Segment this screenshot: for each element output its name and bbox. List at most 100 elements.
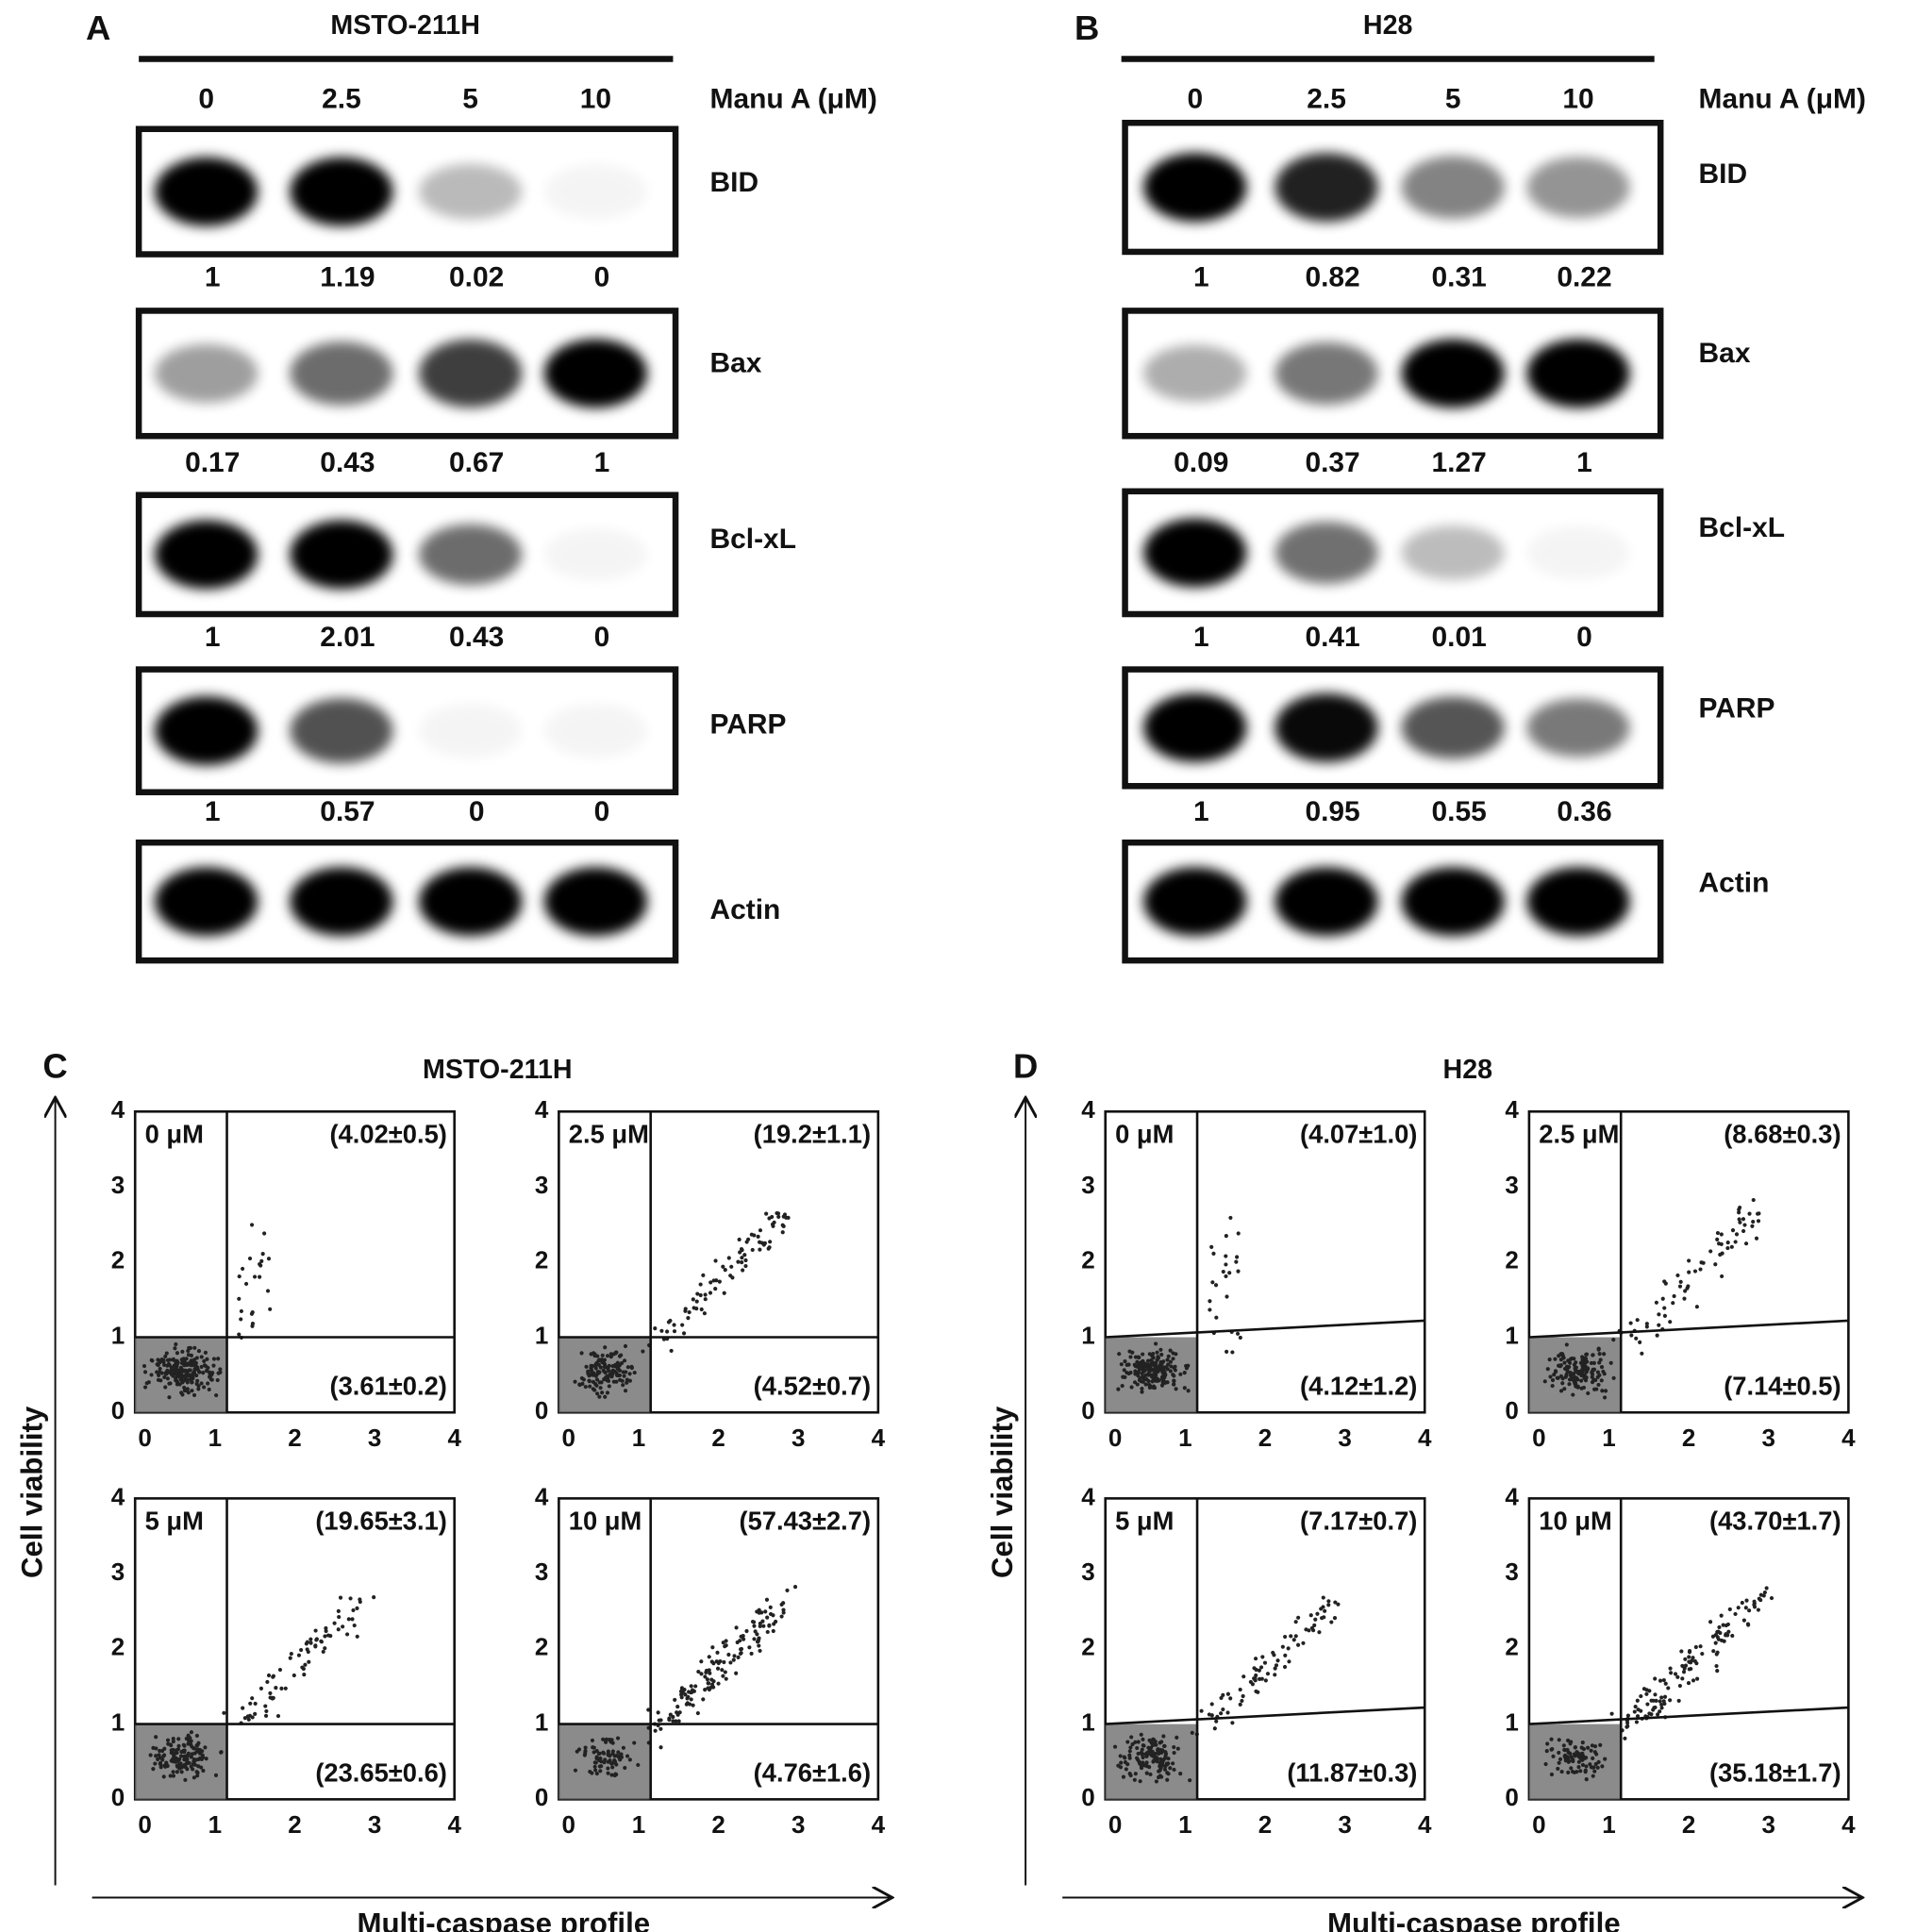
event-dot	[1286, 1646, 1291, 1651]
band	[543, 163, 648, 220]
event-dot	[675, 1705, 680, 1709]
event-dot	[1744, 1598, 1749, 1603]
event-dot	[1561, 1356, 1566, 1360]
event-dot	[300, 1665, 305, 1670]
event-dot	[1558, 1352, 1563, 1357]
event-dot	[1589, 1748, 1593, 1753]
event-dot	[168, 1774, 173, 1778]
event-dot	[617, 1354, 623, 1358]
event-dot	[1140, 1386, 1144, 1391]
event-dot	[581, 1377, 586, 1382]
event-dot	[605, 1391, 610, 1395]
quant-value: 1.19	[320, 261, 375, 292]
event-dot	[722, 1291, 726, 1295]
event-dot	[590, 1771, 594, 1775]
event-dot	[172, 1759, 176, 1764]
upper-right-value: (19.2±1.1)	[754, 1120, 871, 1149]
event-dot	[1136, 1740, 1141, 1744]
event-dot	[679, 1688, 684, 1692]
event-dot	[1708, 1249, 1713, 1254]
event-dot	[781, 1607, 786, 1612]
event-dot	[279, 1686, 284, 1690]
event-dot	[699, 1659, 704, 1664]
event-dot	[1140, 1747, 1144, 1752]
event-dot	[1147, 1738, 1152, 1742]
event-dot	[179, 1770, 184, 1774]
event-dot	[1145, 1750, 1151, 1755]
event-dot	[207, 1370, 211, 1374]
quant-value: 0.57	[320, 796, 375, 827]
flow-plot	[1527, 1109, 1850, 1414]
event-dot	[622, 1358, 627, 1363]
event-dot	[1135, 1745, 1140, 1751]
event-dot	[271, 1674, 275, 1679]
upper-right-value: (8.68±0.3)	[1724, 1120, 1841, 1149]
event-dot	[350, 1617, 355, 1622]
event-dot	[175, 1770, 179, 1774]
event-dot	[1210, 1280, 1215, 1285]
event-dot	[1238, 1335, 1242, 1341]
event-dot	[1143, 1363, 1149, 1368]
event-dot	[1282, 1664, 1288, 1670]
event-dot	[332, 1621, 337, 1625]
event-dot	[1738, 1220, 1742, 1224]
live-gate	[1528, 1724, 1622, 1800]
event-dot	[646, 1707, 651, 1712]
event-dot	[597, 1751, 602, 1756]
event-dot	[1144, 1754, 1149, 1758]
x-tick-label: 0	[138, 1424, 151, 1452]
event-dot	[1138, 1362, 1142, 1368]
event-dot	[1127, 1772, 1132, 1776]
y-tick-label: 1	[1505, 1707, 1518, 1736]
event-dot	[1138, 1376, 1142, 1381]
event-dot	[616, 1364, 621, 1369]
event-dot	[728, 1274, 733, 1278]
event-dot	[168, 1381, 173, 1386]
event-dot	[323, 1646, 327, 1651]
event-dot	[750, 1247, 755, 1253]
event-dot	[266, 1257, 272, 1261]
event-dot	[1145, 1358, 1151, 1363]
event-dot	[1687, 1258, 1691, 1263]
event-dot	[182, 1363, 187, 1368]
event-dot	[1576, 1759, 1581, 1764]
event-dot	[1580, 1762, 1586, 1768]
event-dot	[1595, 1370, 1600, 1374]
lower-right-value: (4.76±1.6)	[754, 1758, 871, 1788]
event-dot	[744, 1240, 749, 1244]
event-dot	[1656, 1712, 1660, 1717]
event-dot	[1597, 1373, 1602, 1377]
event-dot	[1545, 1741, 1550, 1746]
event-dot	[781, 1224, 786, 1229]
event-dot	[253, 1701, 258, 1707]
event-dot	[1155, 1350, 1159, 1355]
band	[1526, 339, 1630, 408]
event-dot	[1182, 1386, 1187, 1391]
event-dot	[1736, 1606, 1741, 1610]
event-dot	[1159, 1352, 1164, 1357]
event-dot	[1669, 1671, 1674, 1675]
event-dot	[1668, 1320, 1673, 1324]
event-dot	[175, 1351, 180, 1356]
cell-line-title: MSTO-211H	[330, 10, 480, 41]
event-dot	[614, 1371, 619, 1375]
dose-label: 0 μM	[1115, 1120, 1174, 1149]
upper-right-value: (7.17±0.7)	[1300, 1507, 1417, 1536]
event-dot	[1580, 1368, 1585, 1373]
event-dot	[1315, 1611, 1320, 1616]
x-tick-label: 4	[1841, 1810, 1856, 1839]
event-dot	[738, 1639, 742, 1643]
band	[1143, 692, 1247, 762]
event-dot	[1591, 1360, 1596, 1365]
quant-value: 0.31	[1432, 261, 1487, 292]
y-axis-label: Cell viability	[16, 1406, 49, 1578]
event-dot	[1659, 1695, 1664, 1700]
event-dot	[194, 1770, 199, 1774]
event-dot	[669, 1348, 674, 1353]
x-tick-label: 3	[1338, 1424, 1351, 1452]
event-dot	[175, 1747, 181, 1752]
event-dot	[158, 1748, 162, 1753]
event-dot	[1585, 1359, 1590, 1364]
event-dot	[573, 1379, 577, 1384]
event-dot	[1737, 1217, 1741, 1222]
